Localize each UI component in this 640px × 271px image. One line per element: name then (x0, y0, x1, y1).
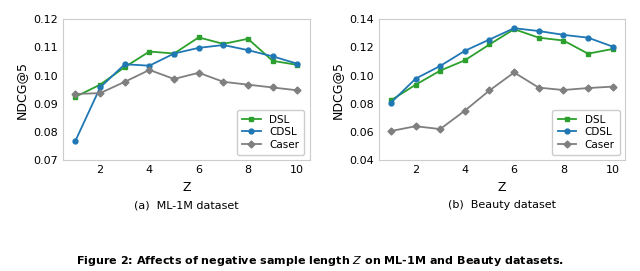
Caser (244, 83, 252, 86)
Caser (293, 89, 301, 92)
Caser (609, 85, 616, 88)
CDSL (170, 52, 178, 55)
Caser (269, 86, 276, 89)
DSL (412, 83, 419, 86)
Legend: DSL, CDSL, Caser: DSL, CDSL, Caser (237, 110, 305, 155)
CDSL (145, 64, 153, 67)
Y-axis label: NDCG@5: NDCG@5 (15, 61, 28, 119)
Caser (195, 71, 202, 74)
CDSL (72, 139, 79, 142)
CDSL (387, 101, 395, 104)
Line: Caser: Caser (73, 67, 300, 96)
Legend: DSL, CDSL, Caser: DSL, CDSL, Caser (552, 110, 620, 155)
X-axis label: Z: Z (182, 181, 191, 194)
DSL (269, 59, 276, 63)
CDSL (510, 27, 518, 30)
DSL (584, 52, 592, 55)
Line: CDSL: CDSL (388, 26, 615, 105)
DSL (436, 69, 444, 72)
DSL (461, 59, 468, 62)
CDSL (220, 43, 227, 47)
Caser (387, 130, 395, 133)
CDSL (96, 86, 104, 89)
Caser (220, 80, 227, 83)
Caser (121, 80, 129, 83)
Caser (145, 68, 153, 72)
CDSL (559, 33, 567, 37)
CDSL (609, 45, 616, 48)
Text: (a)  ML-1M dataset: (a) ML-1M dataset (134, 200, 239, 210)
Caser (510, 71, 518, 74)
Text: Figure 2: Affects of negative sample length $Z$ on ML-1M and Beauty datasets.: Figure 2: Affects of negative sample len… (76, 254, 564, 268)
DSL (486, 43, 493, 46)
DSL (220, 42, 227, 46)
Caser (412, 125, 419, 128)
CDSL (486, 38, 493, 41)
DSL (387, 99, 395, 102)
DSL (170, 52, 178, 55)
DSL (609, 47, 616, 51)
DSL (510, 28, 518, 31)
Caser (535, 86, 543, 89)
CDSL (584, 36, 592, 39)
DSL (121, 66, 129, 69)
CDSL (195, 46, 202, 50)
Line: Caser: Caser (388, 70, 615, 134)
Caser (96, 92, 104, 95)
DSL (559, 39, 567, 42)
CDSL (244, 49, 252, 52)
Caser (436, 127, 444, 131)
Caser (461, 109, 468, 112)
DSL (195, 36, 202, 39)
CDSL (269, 55, 276, 58)
DSL (96, 83, 104, 86)
DSL (293, 63, 301, 66)
DSL (535, 36, 543, 39)
CDSL (412, 77, 419, 80)
DSL (72, 95, 79, 98)
X-axis label: Z: Z (497, 181, 506, 194)
Y-axis label: NDCG@5: NDCG@5 (330, 61, 344, 119)
Line: DSL: DSL (73, 35, 300, 99)
CDSL (121, 63, 129, 66)
Caser (584, 86, 592, 90)
CDSL (461, 49, 468, 53)
DSL (244, 37, 252, 40)
Caser (72, 92, 79, 96)
DSL (145, 50, 153, 53)
Line: CDSL: CDSL (73, 43, 300, 143)
Text: (b)  Beauty dataset: (b) Beauty dataset (448, 200, 556, 210)
CDSL (293, 62, 301, 65)
Line: DSL: DSL (388, 27, 615, 103)
CDSL (436, 64, 444, 67)
Caser (170, 77, 178, 80)
Caser (486, 89, 493, 92)
CDSL (535, 29, 543, 33)
Caser (559, 88, 567, 92)
